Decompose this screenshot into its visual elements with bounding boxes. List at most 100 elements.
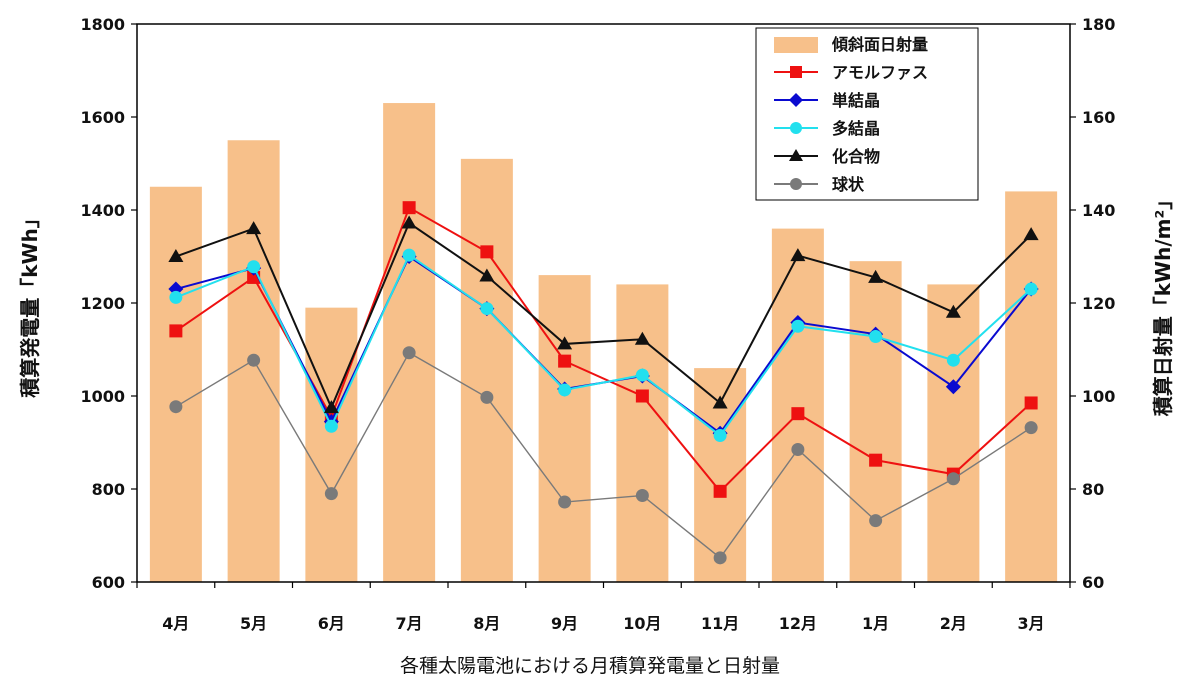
legend-label-series-1: アモルファス	[832, 63, 928, 82]
x-tick-label-7: 10月	[623, 614, 661, 633]
series-1-line	[175, 206, 1032, 493]
bar-4	[383, 103, 436, 583]
series-3-point-9	[791, 319, 805, 333]
series-5-point-1	[169, 400, 183, 414]
y-right-tick-label-1: 80	[1082, 480, 1104, 499]
series-5-point-6	[558, 495, 572, 509]
series-1-point-8	[713, 484, 727, 498]
series-4-point-7	[634, 331, 650, 345]
series-5-point-7	[635, 489, 649, 503]
series-3-point-4	[402, 248, 416, 262]
legend-marker-series-1	[790, 66, 802, 78]
series-4-point-1	[168, 249, 184, 262]
bar-9	[771, 228, 824, 582]
bar-10	[849, 261, 902, 582]
series-4-point-12	[1023, 227, 1039, 241]
series-5-point-5	[480, 390, 494, 404]
y-left-tick-label-2: 1000	[80, 387, 125, 406]
x-tick-label-8: 11月	[701, 614, 739, 633]
y-left-tick-label-4: 1400	[80, 201, 125, 220]
series-3-point-2	[247, 260, 261, 274]
series-1-point-9	[791, 407, 805, 421]
legend-swatch-bars	[774, 37, 818, 53]
chart-caption: 各種太陽電池における月積算発電量と日射量	[400, 655, 780, 677]
x-tick-label-3: 6月	[318, 614, 345, 633]
series-3-point-12	[1024, 282, 1038, 296]
x-tick-label-5: 8月	[473, 614, 500, 633]
series-4-point-6	[557, 336, 573, 350]
series-4-point-5	[479, 268, 495, 282]
y-right-tick-label-0: 60	[1082, 573, 1104, 592]
legend-label-series-3: 多結晶	[832, 119, 880, 138]
series-1-point-1	[169, 324, 183, 338]
series-4-point-9	[790, 248, 806, 262]
x-tick-label-11: 2月	[940, 614, 967, 633]
bar-3	[305, 307, 358, 582]
legend-marker-series-4	[789, 149, 803, 161]
series-5-point-2	[247, 353, 261, 367]
bars-layer	[149, 103, 1058, 583]
series-3-point-7	[635, 368, 649, 382]
series-3-point-10	[869, 329, 883, 343]
series-5-point-8	[713, 551, 727, 565]
x-tick-label-1: 4月	[162, 614, 189, 633]
y-left-tick-label-1: 800	[92, 480, 125, 499]
bar-12	[1005, 191, 1058, 582]
x-tick-label-2: 5月	[240, 614, 267, 633]
legend-marker-series-5	[790, 178, 802, 190]
series-1-point-4	[402, 201, 416, 215]
series-5-point-3	[324, 487, 338, 501]
series-5-point-12	[1024, 421, 1038, 435]
series-5-point-10	[869, 514, 883, 528]
x-tick-label-12: 3月	[1018, 614, 1045, 633]
series-1-point-10	[869, 453, 883, 467]
y-right-tick-label-5: 160	[1082, 108, 1115, 127]
series-3-point-1	[169, 290, 183, 304]
legend-box	[755, 27, 979, 201]
bar-1	[149, 186, 202, 582]
series-1-point-5	[480, 245, 494, 259]
series-3-point-8	[713, 429, 727, 443]
y-right-tick-label-6: 180	[1082, 15, 1115, 34]
series-1-point-6	[558, 354, 572, 368]
series-1-point-12	[1024, 396, 1038, 410]
series-4-point-2	[246, 221, 262, 235]
series-4-point-10	[868, 269, 884, 283]
y-right-tick-label-4: 140	[1082, 201, 1115, 220]
y-left-tick-label-3: 1200	[80, 294, 125, 313]
y-right-tick-label-3: 120	[1082, 294, 1115, 313]
series-5-point-4	[402, 346, 416, 360]
x-tick-label-10: 1月	[862, 614, 889, 633]
series-3-point-6	[558, 383, 572, 397]
legend-label-bars: 傾斜面日射量	[831, 35, 928, 54]
series-4-point-8	[712, 395, 728, 409]
series-5-point-9	[791, 442, 805, 456]
x-tick-label-9: 12月	[779, 614, 817, 633]
series-5-line	[175, 351, 1032, 559]
series-4-point-4	[401, 215, 417, 229]
x-tick-label-4: 7月	[396, 614, 423, 633]
series-4-line	[175, 221, 1032, 411]
bar-6	[538, 275, 591, 582]
series-2-point-11	[945, 379, 961, 395]
y-left-tick-label-0: 600	[92, 573, 125, 592]
series-4-point-11	[945, 304, 961, 318]
series-3-line	[175, 253, 1032, 437]
lines-layer	[168, 201, 1039, 565]
y-left-tick-label-6: 1800	[80, 15, 125, 34]
legend-label-series-2: 単結晶	[832, 91, 880, 110]
series-3-point-3	[324, 419, 338, 433]
legend-marker-series-3	[790, 122, 802, 134]
legend-marker-series-2	[789, 93, 803, 107]
y-axis-right-title: 積算日射量「kWh/m²」	[1151, 190, 1175, 417]
series-1-point-7	[635, 389, 649, 403]
legend-label-series-5: 球状	[832, 175, 865, 194]
series-5-point-11	[946, 472, 960, 486]
ticks-layer: 600 800 1000 1200 1400 1600 1800 60 80 100 120 140 1…	[80, 15, 1115, 633]
y-axis-left-title: 積算発電量「kWh」	[18, 208, 42, 398]
series-4-point-3	[323, 400, 339, 414]
bar-7	[616, 284, 669, 582]
